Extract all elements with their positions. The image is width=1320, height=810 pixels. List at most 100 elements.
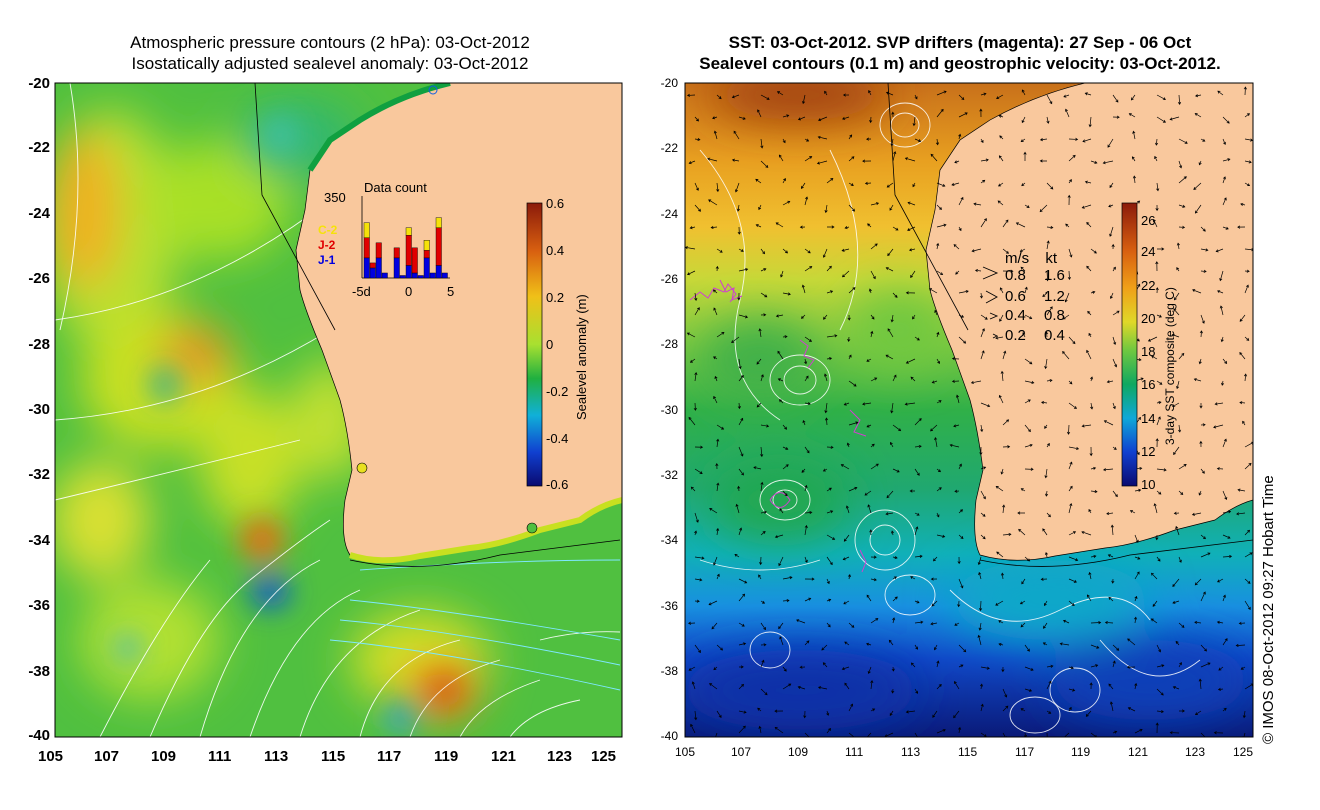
velocity-arrow [1068,485,1073,492]
velocity-arrow [777,350,784,360]
velocity-arrow [1200,269,1207,273]
right-map-area [685,83,1253,737]
velocity-arrow [980,350,985,360]
velocity-arrow [1151,355,1158,360]
velocity-arrow [910,662,916,668]
velocity-arrow [1024,358,1033,365]
velocity-arrow [907,201,916,206]
velocity-arrow [914,688,918,694]
inset-bar-j2 [363,237,370,259]
velocity-arrow [1046,664,1054,668]
velocity-arrow [1086,221,1092,228]
velocity-arrow [1046,443,1050,448]
velocity-arrow [848,622,855,628]
sla-colorbar-tick: 0.2 [546,290,565,305]
velocity-arrow [1000,572,1005,580]
right-y-tick: -24 [660,207,678,221]
velocity-arrow [867,504,872,514]
velocity-arrow [760,600,766,604]
velocity-arrow [758,204,762,211]
velocity-arrow [866,137,872,141]
velocity-arrow [688,621,696,625]
velocity-arrow [890,314,894,323]
velocity-arrow [824,90,828,96]
velocity-arrow [1109,182,1114,189]
velocity-arrow [936,683,942,690]
velocity-arrow [1200,423,1206,427]
velocity-arrow [958,726,962,734]
sla-colorbar [526,202,543,487]
velocity-arrow [1112,730,1118,734]
velocity-arrow [954,622,960,626]
velocity-arrow [1173,446,1180,456]
velocity-arrow [1062,351,1070,360]
sst-colorbar-tick: 12 [1141,444,1156,459]
velocity-arrow [1200,591,1206,602]
velocity-arrow [930,153,938,162]
velocity-arrow [998,620,1004,624]
velocity-arrow [1200,226,1206,232]
right-x-tick: 123 [1185,745,1206,759]
right-x-tick: 121 [1128,745,1149,759]
velocity-arrow [804,732,812,737]
velocity-arrow [892,424,902,432]
velocity-arrow [892,292,898,298]
right-title-line1: SST: 03-Oct-2012. SVP drifters (magenta)… [728,33,1192,52]
pressure-contours-cyan [329,559,621,691]
velocity-arrow [804,640,810,646]
velocity-arrow [1090,621,1102,625]
velocity-arrow [1222,197,1227,206]
velocity-arrow [848,204,856,212]
velocity-arrow [688,416,696,426]
sla-colorbar-tick: 0.6 [546,196,565,211]
velocity-arrow [914,600,920,604]
velocity-arrow [892,596,898,602]
velocity-arrow [1134,571,1140,580]
velocity-arrow [847,574,852,580]
velocity-arrow [737,226,741,235]
velocity-arrow [979,446,983,456]
velocity-arrow [885,354,894,360]
velocity-arrow [951,182,960,186]
right-title-line2: Sealevel contours (0.1 m) and geostrophi… [699,54,1221,73]
velocity-arrow [694,137,701,142]
velocity-arrow [1024,286,1028,294]
velocity-arrow [844,641,850,646]
velocity-arrow [1175,525,1180,536]
velocity-arrow [1088,116,1092,128]
sla-colorbar-tick: 0 [546,337,554,352]
velocity-arrow [755,178,762,184]
velocity-arrow [973,202,982,206]
velocity-arrow [1222,510,1232,514]
velocity-arrow [980,218,987,228]
velocity-arrow [1156,94,1166,101]
velocity-arrow [971,248,982,253]
velocity-arrow [737,292,741,301]
velocity-arrow [891,666,895,672]
inset-bar-c2 [405,227,412,236]
velocity-arrow [716,94,722,100]
velocity-arrow [936,534,946,538]
velocity-arrow [998,182,1004,187]
velocity-arrow [826,290,834,294]
velocity-arrow [1178,662,1182,668]
velocity-arrow [753,466,762,470]
velocity-arrow [1046,116,1050,124]
inset-bar-j1 [363,257,370,279]
tide-gauge-marker [526,522,538,534]
data-count-inset [361,196,450,280]
velocity-arrow [1106,511,1114,516]
velocity-arrow [1043,622,1048,629]
velocity-arrow [823,373,828,382]
sla-anomaly-blobs [55,100,490,720]
velocity-arrow [1134,595,1138,602]
velocity-arrow [1112,310,1120,316]
velocity-arrow [1000,370,1004,382]
velocity-arrow [716,424,725,430]
velocity-arrow [1102,160,1114,165]
velocity-arrow [848,287,856,294]
velocity-arrow [822,248,828,258]
velocity-arrow [1198,678,1202,690]
velocity-legend-ms-header: m/s [1005,250,1030,267]
inset-bar-c2 [363,222,370,238]
